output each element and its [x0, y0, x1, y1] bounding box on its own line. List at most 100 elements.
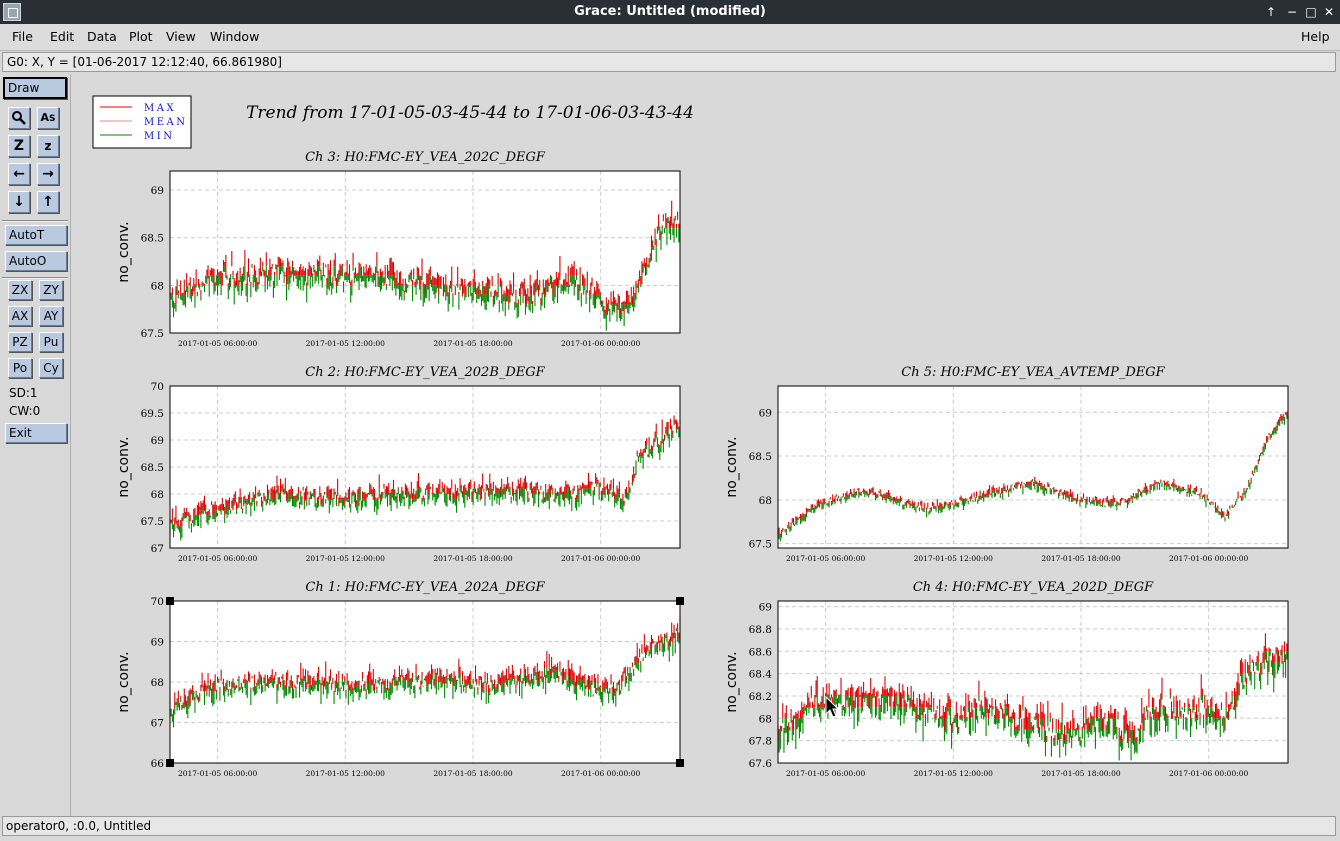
y-tick-label: 69: [151, 185, 164, 197]
y-tick-label: 67.5: [141, 516, 164, 528]
legend-label-min: MIN: [144, 131, 174, 142]
x-tick-label: 2017-01-06 00:00:00: [1169, 554, 1249, 563]
autot-button[interactable]: AutoT: [5, 225, 67, 245]
x-tick-label: 2017-01-05 18:00:00: [433, 554, 513, 563]
x-tick-label: 2017-01-05 18:00:00: [1041, 554, 1121, 563]
x-tick-label: 2017-01-05 18:00:00: [433, 769, 513, 778]
zx-button[interactable]: ZX: [8, 280, 32, 300]
shade-button[interactable]: ↑: [1265, 5, 1277, 19]
plot-canvas[interactable]: MAX MEAN MIN Trend from 17-01-05-03-45-4…: [72, 76, 1335, 814]
locator-readout: G0: X, Y = [01-06-2017 12:12:40, 66.8619…: [2, 52, 1336, 72]
graph-4[interactable]: 67.6 67.8 68 68.2 68.4 68.6 68.8 69 2017-01-05 0…: [724, 580, 1289, 778]
exit-button[interactable]: Exit: [5, 423, 67, 443]
plot-svg[interactable]: MAX MEAN MIN Trend from 17-01-05-03-45-4…: [72, 76, 1335, 814]
draw-button[interactable]: Draw: [3, 77, 67, 99]
graph-title: Ch 5: H0:FMC-EY_VEA_AVTEMP_DEGF: [901, 365, 1165, 380]
y-axis-label: no_conv.: [724, 436, 740, 497]
x-tick-label: 2017-01-05 12:00:00: [306, 339, 386, 348]
y-tick-label: 67.5: [749, 539, 772, 551]
window-titlebar: Grace: Untitled (modified) ↑ − □ ✕: [0, 0, 1340, 24]
text-autoscale-icon[interactable]: AS: [37, 107, 59, 129]
close-button[interactable]: ✕: [1323, 5, 1335, 19]
scroll-up-icon[interactable]: ↑: [37, 191, 59, 213]
graph-2[interactable]: 66 67 68 69 70 2017-01-05 06:00:00 2017-01-05 …: [116, 580, 684, 778]
graph-3[interactable]: 67.5 68 68.5 69 2017-01-05 06:00:00 2017-01-0…: [724, 365, 1289, 563]
data-series: [169, 415, 681, 541]
zoom-icon[interactable]: [8, 107, 30, 129]
selection-handle[interactable]: [676, 597, 684, 605]
scroll-down-icon[interactable]: ↓: [8, 191, 30, 213]
y-tick-label: 67: [151, 543, 164, 555]
scroll-left-icon[interactable]: ←: [8, 163, 30, 185]
x-tick-label: 2017-01-05 06:00:00: [178, 554, 258, 563]
data-series: [169, 616, 681, 728]
graph-frame: [169, 170, 681, 334]
menu-edit[interactable]: Edit: [50, 29, 75, 44]
graph-background: [778, 386, 1288, 548]
y-tick-label: 68: [151, 677, 164, 689]
y-tick-label: 68.2: [749, 691, 772, 703]
data-series: [169, 200, 681, 331]
y-tick-label: 68.5: [141, 462, 164, 474]
y-tick-label: 69: [151, 637, 164, 649]
y-axis-label: no_conv.: [116, 221, 132, 282]
divider: [2, 220, 68, 222]
x-tick-label: 2017-01-06 00:00:00: [561, 339, 641, 348]
scroll-right-icon[interactable]: →: [37, 163, 59, 185]
ax-button[interactable]: AX: [8, 306, 32, 326]
y-tick-label: 68: [151, 280, 164, 292]
zoom-x-icon[interactable]: Z: [8, 135, 30, 157]
po-button[interactable]: Po: [8, 358, 32, 378]
y-tick-label: 68.8: [749, 624, 772, 636]
y-tick-label: 68: [759, 495, 772, 507]
menu-window[interactable]: Window: [210, 29, 260, 44]
menu-plot[interactable]: Plot: [129, 29, 153, 44]
selection-handle[interactable]: [676, 759, 684, 767]
x-tick-label: 2017-01-05 06:00:00: [178, 769, 258, 778]
y-tick-label: 69: [759, 602, 772, 614]
menu-file[interactable]: File: [12, 29, 33, 44]
zy-button[interactable]: ZY: [39, 280, 63, 300]
legend-label-mean: MEAN: [144, 117, 188, 128]
menu-view[interactable]: View: [166, 29, 196, 44]
pu-button[interactable]: Pu: [39, 332, 63, 352]
menu-bar: File Edit Data Plot View Window Help: [0, 24, 1340, 51]
graph-title: Ch 2: H0:FMC-EY_VEA_202B_DEGF: [305, 365, 545, 380]
minimize-button[interactable]: −: [1286, 5, 1298, 19]
maximize-button[interactable]: □: [1305, 5, 1317, 19]
graph-frame: [169, 600, 681, 764]
window-title: Grace: Untitled (modified): [574, 4, 766, 19]
selection-handle[interactable]: [166, 597, 174, 605]
x-tick-label: 2017-01-06 00:00:00: [1169, 769, 1249, 778]
selection-handle[interactable]: [166, 759, 174, 767]
y-tick-label: 70: [151, 381, 164, 393]
status-bar: operator0, :0.0, Untitled: [2, 816, 1336, 836]
cy-button[interactable]: Cy: [39, 358, 63, 378]
ay-button[interactable]: AY: [39, 306, 63, 326]
graph-background: [170, 171, 680, 333]
divider: [2, 277, 68, 279]
stack-depth-readout: SD:1: [9, 386, 38, 400]
x-tick-label: 2017-01-05 18:00:00: [433, 339, 513, 348]
graph-1[interactable]: 67 67.5 68 68.5 69 69.5 70 2017-01-05 06:00:00 2…: [116, 365, 681, 563]
pz-button[interactable]: PZ: [8, 332, 32, 352]
y-tick-label: 69: [759, 407, 772, 419]
graph-background: [778, 601, 1288, 763]
x-tick-label: 2017-01-06 00:00:00: [561, 554, 641, 563]
current-world-readout: CW:0: [9, 404, 41, 418]
autoo-button[interactable]: AutoO: [5, 251, 67, 271]
y-tick-label: 66: [151, 758, 165, 770]
x-tick-label: 2017-01-05 12:00:00: [306, 769, 386, 778]
legend[interactable]: MAX MEAN MIN: [92, 95, 192, 149]
graph-title: Ch 1: H0:FMC-EY_VEA_202A_DEGF: [305, 580, 545, 595]
y-axis-label: no_conv.: [724, 651, 740, 712]
menu-help[interactable]: Help: [1301, 29, 1330, 44]
zoom-y-icon[interactable]: z: [37, 135, 59, 157]
data-series: [777, 411, 1289, 542]
y-tick-label: 68: [759, 713, 772, 725]
tool-panel: Draw AS Z z ← → ↓ ↑ AutoT AutoO ZX ZY AX…: [0, 74, 71, 816]
graph-title: Ch 3: H0:FMC-EY_VEA_202C_DEGF: [305, 150, 546, 165]
graph-0[interactable]: 67.5 68 68.5 69 2017-01-05 06:00:00 2017-01-0…: [116, 150, 681, 348]
menu-data[interactable]: Data: [87, 29, 117, 44]
y-tick-label: 68.4: [749, 669, 773, 681]
